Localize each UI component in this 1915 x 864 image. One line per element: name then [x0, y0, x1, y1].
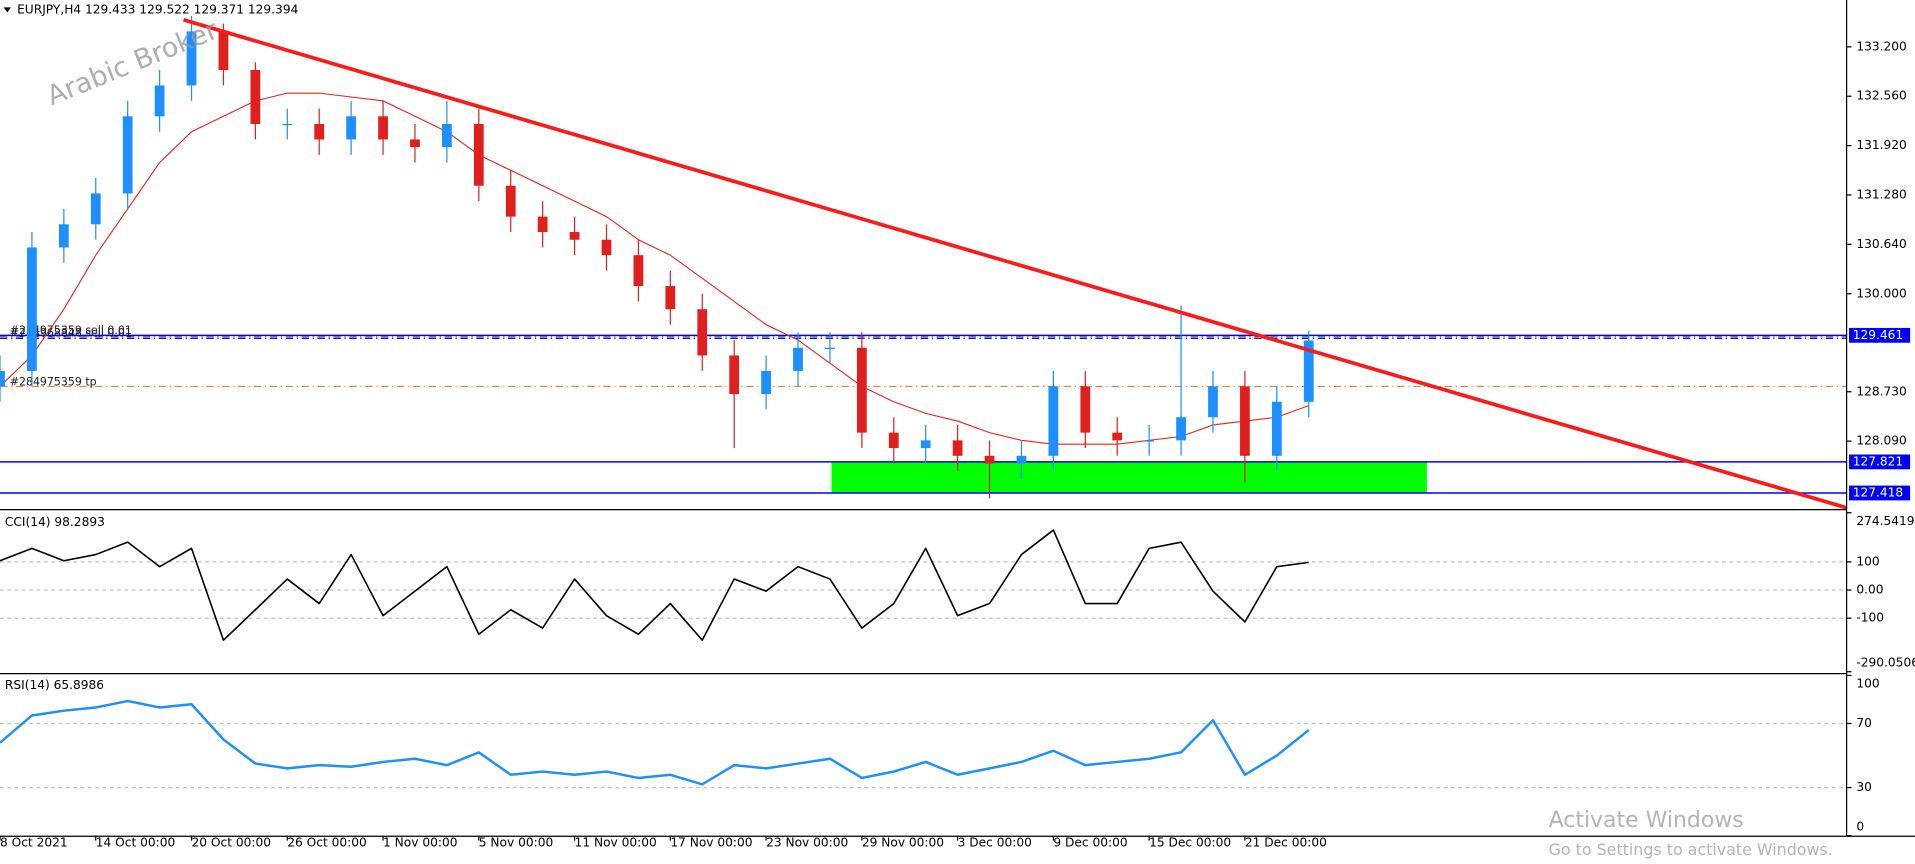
activation-text: Go to Settings to activate Windows. [1549, 840, 1833, 859]
y-tick-label: 133.200 [1856, 39, 1906, 53]
candle-body [729, 355, 740, 395]
level-label: 129.461 [1853, 328, 1903, 342]
y-tick-label: 0.00 [1856, 583, 1883, 597]
y-tick-label: -100 [1856, 611, 1884, 625]
candle-body [984, 455, 995, 464]
order-label: #284975359 tp [10, 376, 97, 389]
chart-layer: 133.200 132.560 131.920 131.280 130.640 130.0… [0, 15, 1915, 850]
x-tick-label: 1 Nov 00:00 [383, 836, 457, 850]
candle-body [1144, 440, 1155, 442]
candle-body [90, 193, 101, 225]
x-tick-label: 11 Nov 00:00 [575, 836, 657, 850]
x-tick-label: 21 Dec 00:00 [1245, 836, 1327, 850]
candle-body [27, 247, 37, 371]
candle-body [569, 232, 580, 240]
candle-body [1112, 432, 1123, 441]
y-tick-label: 100 [1856, 554, 1879, 568]
candle-body [58, 224, 69, 248]
y-tick-label: 70 [1856, 716, 1872, 730]
candle-body [122, 116, 133, 194]
candle-body [633, 255, 644, 287]
candle-body [1271, 401, 1282, 456]
x-tick-label: 8 Oct 2021 [0, 836, 68, 850]
y-tick-label: 100 [1856, 677, 1879, 691]
candle-body [410, 139, 420, 148]
candle-body [761, 370, 771, 395]
x-tick-label: 5 Nov 00:00 [479, 836, 553, 850]
indicator-title: RSI(14) 65.8986 [5, 678, 104, 692]
level-box [1849, 454, 1911, 470]
candle-body [1208, 386, 1218, 418]
candle-body [793, 347, 803, 371]
y-tick-label: 128.090 [1856, 434, 1906, 448]
y-tick-label: 128.730 [1856, 384, 1906, 398]
level-box [1849, 485, 1911, 501]
level-label: 127.821 [1853, 454, 1903, 468]
y-tick-label: 30 [1856, 780, 1872, 794]
y-tick-label: 132.560 [1856, 89, 1906, 103]
candle-body [442, 123, 452, 148]
order-label: #284975359 sell 0.01 [10, 324, 132, 337]
x-tick-label: 15 Dec 00:00 [1149, 836, 1231, 850]
indicator-line [0, 529, 1309, 641]
chart-title: EURJPY,H4 129.433 129.522 129.371 129.39… [17, 2, 298, 16]
x-tick-label: 20 Oct 00:00 [192, 836, 271, 850]
y-tick-label: 130.000 [1856, 286, 1906, 300]
candle-body [920, 440, 931, 449]
candle-body [1080, 386, 1091, 433]
candle-body [282, 123, 293, 126]
candle-body [378, 116, 388, 140]
indicator-line [0, 699, 1310, 786]
x-tick-label: 9 Dec 00:00 [1053, 836, 1127, 850]
candle-body [250, 69, 261, 124]
candle-body [0, 370, 5, 387]
activation-title: Activate Windows [1549, 808, 1744, 833]
candle-body [1176, 417, 1186, 441]
y-tick-label: -290.0506 [1856, 656, 1915, 670]
candle-body [856, 347, 867, 433]
trendline [183, 18, 1848, 510]
x-tick-label: 29 Nov 00:00 [862, 836, 944, 850]
candle-body [537, 216, 548, 233]
x-tick-label: 14 Oct 00:00 [96, 836, 175, 850]
candle-body [888, 432, 899, 449]
x-tick-label: 17 Nov 00:00 [670, 836, 752, 850]
candle-body [1303, 340, 1314, 402]
candle-body [697, 309, 708, 356]
candle-body [473, 123, 484, 186]
level-label: 127.418 [1853, 485, 1903, 499]
candle-body [1048, 386, 1059, 456]
level-box [1849, 327, 1911, 343]
candle-body [665, 286, 676, 310]
candle-body [825, 347, 835, 349]
y-tick-label: 131.280 [1856, 187, 1906, 201]
order-label: #284968848 sell 0.01 [10, 327, 132, 340]
y-tick-label: 274.5419 [1856, 514, 1914, 528]
x-tick-label: 26 Oct 00:00 [287, 836, 366, 850]
menu-triangle[interactable] [3, 7, 11, 13]
x-tick-label: 23 Nov 00:00 [766, 836, 848, 850]
candle-body [314, 123, 325, 140]
candle-body [505, 185, 516, 217]
moving-average [0, 92, 1309, 445]
candle-body [1016, 455, 1027, 464]
support-zone [831, 461, 1427, 493]
indicator-title: CCI(14) 98.2893 [5, 515, 105, 529]
y-tick-label: 0 [1856, 819, 1864, 833]
candle-body [1240, 386, 1250, 456]
candle-body [601, 239, 612, 256]
candle-body [186, 31, 197, 86]
y-tick-label: 130.640 [1856, 237, 1906, 251]
candle-body [218, 31, 229, 70]
candle-body [154, 85, 165, 117]
x-tick-label: 3 Dec 00:00 [958, 836, 1032, 850]
y-tick-label: 131.920 [1856, 138, 1906, 152]
candle-body [346, 116, 357, 140]
candle-body [952, 440, 963, 456]
